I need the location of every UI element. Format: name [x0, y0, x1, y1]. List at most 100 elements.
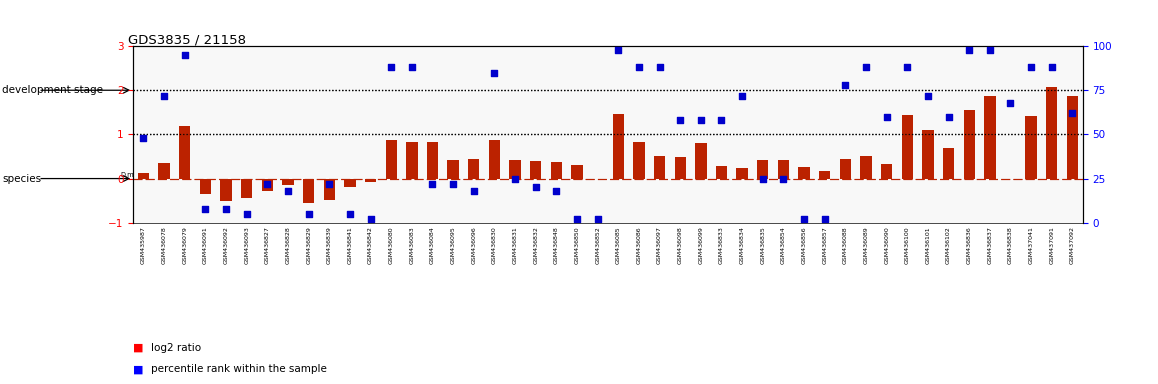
Bar	[179, 126, 190, 179]
Text: GSM437041: GSM437041	[1028, 226, 1034, 264]
Point	[733, 93, 752, 99]
Point	[712, 117, 731, 123]
Bar	[447, 160, 459, 179]
Text: GSM436078: GSM436078	[162, 226, 167, 264]
Text: percentile rank within the sample: percentile rank within the sample	[151, 364, 327, 374]
Bar	[199, 179, 211, 194]
Text: early pupal: early pupal	[463, 85, 526, 95]
Point	[444, 181, 462, 187]
Bar	[551, 162, 562, 179]
Bar	[902, 114, 913, 179]
FancyBboxPatch shape	[836, 137, 855, 220]
Point	[134, 135, 153, 141]
Point	[939, 114, 958, 120]
Bar	[138, 173, 149, 179]
Bar	[344, 179, 356, 187]
Text: larval: larval	[241, 85, 272, 95]
Bar	[1026, 116, 1036, 179]
Bar	[819, 170, 830, 179]
Point	[981, 46, 999, 53]
Bar	[943, 148, 954, 179]
Bar	[840, 159, 851, 179]
Text: GSM436839: GSM436839	[327, 226, 332, 264]
FancyBboxPatch shape	[630, 137, 689, 220]
Point	[1063, 110, 1082, 116]
Text: GSM436842: GSM436842	[368, 226, 373, 264]
Text: F1 hybrid: F1 hybrid	[283, 175, 314, 182]
FancyBboxPatch shape	[691, 137, 792, 220]
Bar	[695, 143, 706, 179]
Bar	[716, 166, 727, 179]
Text: GSM436097: GSM436097	[657, 226, 662, 264]
Text: GSM437091: GSM437091	[1049, 226, 1054, 264]
Text: GSM436096: GSM436096	[471, 226, 476, 264]
Text: GSM436100: GSM436100	[904, 226, 910, 264]
Text: D.melanogast
er: D.melanogast er	[368, 172, 415, 185]
Text: adult: adult	[945, 85, 973, 95]
Point	[897, 64, 916, 70]
Bar	[406, 142, 418, 179]
Point	[1021, 64, 1040, 70]
FancyBboxPatch shape	[548, 137, 607, 220]
Text: GSM436828: GSM436828	[286, 226, 291, 264]
Bar	[303, 179, 314, 203]
Text: late pupal: late pupal	[694, 85, 749, 95]
Point	[237, 211, 256, 217]
Text: GSM436857: GSM436857	[822, 226, 827, 264]
Bar	[365, 179, 376, 182]
Bar	[613, 114, 624, 179]
Point	[960, 46, 979, 53]
Point	[1002, 99, 1020, 106]
Point	[155, 93, 174, 99]
Point	[464, 188, 483, 194]
Point	[403, 64, 422, 70]
Text: GSM436099: GSM436099	[698, 226, 703, 264]
Text: D.melanogast
er: D.melanogast er	[595, 172, 642, 185]
Point	[361, 216, 380, 222]
FancyBboxPatch shape	[796, 137, 834, 220]
Text: GSM436101: GSM436101	[925, 226, 930, 264]
Bar	[530, 161, 542, 179]
Text: GSM436841: GSM436841	[347, 226, 352, 264]
Text: D.sechellia: D.sechellia	[188, 175, 223, 182]
Bar	[1046, 87, 1057, 179]
FancyBboxPatch shape	[609, 49, 834, 132]
Text: GSM436835: GSM436835	[761, 226, 765, 264]
Point	[217, 205, 235, 212]
Text: GSM436084: GSM436084	[430, 226, 435, 264]
Text: species: species	[2, 174, 42, 184]
Point	[609, 46, 628, 53]
FancyBboxPatch shape	[134, 137, 153, 220]
Point	[815, 216, 834, 222]
Point	[485, 70, 504, 76]
Point	[794, 216, 813, 222]
Text: GSM436085: GSM436085	[616, 226, 621, 264]
Text: GSM436098: GSM436098	[677, 226, 683, 264]
Bar	[241, 179, 252, 199]
Point	[258, 181, 277, 187]
Bar	[674, 157, 686, 179]
Bar	[860, 157, 872, 179]
Point	[588, 216, 607, 222]
Text: GSM436856: GSM436856	[801, 226, 807, 264]
Text: GSM436083: GSM436083	[409, 226, 415, 264]
FancyBboxPatch shape	[836, 49, 1082, 132]
Text: GSM436093: GSM436093	[244, 226, 249, 264]
FancyBboxPatch shape	[1042, 137, 1082, 220]
FancyBboxPatch shape	[134, 49, 380, 132]
Text: GSM436829: GSM436829	[306, 226, 312, 264]
Text: F1 hybrid: F1 hybrid	[799, 175, 830, 182]
Point	[1042, 64, 1061, 70]
Bar	[654, 157, 665, 179]
Point	[670, 117, 689, 123]
Point	[300, 211, 318, 217]
FancyBboxPatch shape	[155, 137, 193, 220]
FancyBboxPatch shape	[444, 137, 544, 220]
FancyBboxPatch shape	[857, 137, 916, 220]
Point	[506, 175, 525, 182]
FancyBboxPatch shape	[217, 137, 380, 220]
Text: GSM436088: GSM436088	[843, 226, 848, 264]
Text: GSM436854: GSM436854	[780, 226, 786, 264]
Text: D.sechellia: D.sechellia	[724, 175, 761, 182]
FancyBboxPatch shape	[609, 137, 628, 220]
